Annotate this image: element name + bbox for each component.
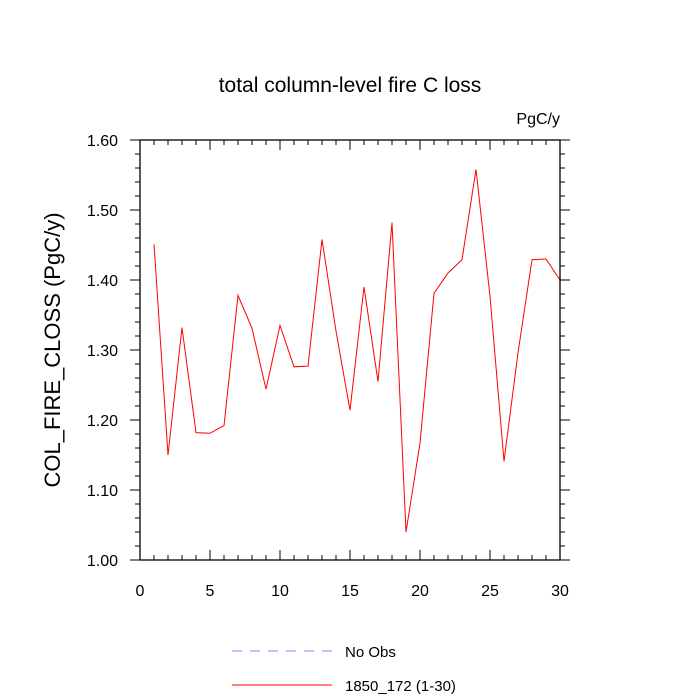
x-tick-label: 20	[411, 583, 429, 600]
x-tick-label: 30	[551, 583, 569, 600]
series-line-1	[153, 169, 561, 533]
units-label: PgC/y	[516, 111, 560, 128]
y-tick-label: 1.60	[87, 133, 118, 150]
x-tick-label: 5	[206, 583, 215, 600]
plot-frame	[139, 139, 561, 561]
y-tick-label: 1.30	[87, 343, 118, 360]
y-axis-label: COL_FIRE_CLOSS (PgC/y)	[40, 212, 65, 487]
y-tick-label: 1.20	[87, 413, 118, 430]
x-tick-label: 10	[271, 583, 289, 600]
legend: No Obs 1850_172 (1-30)	[232, 644, 456, 695]
legend-label-0: No Obs	[345, 644, 396, 661]
x-tick-label: 0	[136, 583, 145, 600]
legend-label-1: 1850_172 (1-30)	[345, 678, 456, 695]
y-tick-label: 1.50	[87, 203, 118, 220]
y-tick-label: 1.10	[87, 483, 118, 500]
x-tick-label: 15	[341, 583, 359, 600]
x-tick-label: 25	[481, 583, 499, 600]
chart-title: total column-level fire C loss	[219, 74, 482, 97]
axis-tick-labels: 0 5 10 15 20 25 30 1.00 1.10 1.20 1.30 1.40 1.50 1.60	[87, 133, 569, 600]
y-tick-label: 1.00	[87, 553, 118, 570]
axis-ticks	[130, 139, 570, 561]
y-tick-label: 1.40	[87, 273, 118, 290]
series-group	[153, 169, 561, 533]
